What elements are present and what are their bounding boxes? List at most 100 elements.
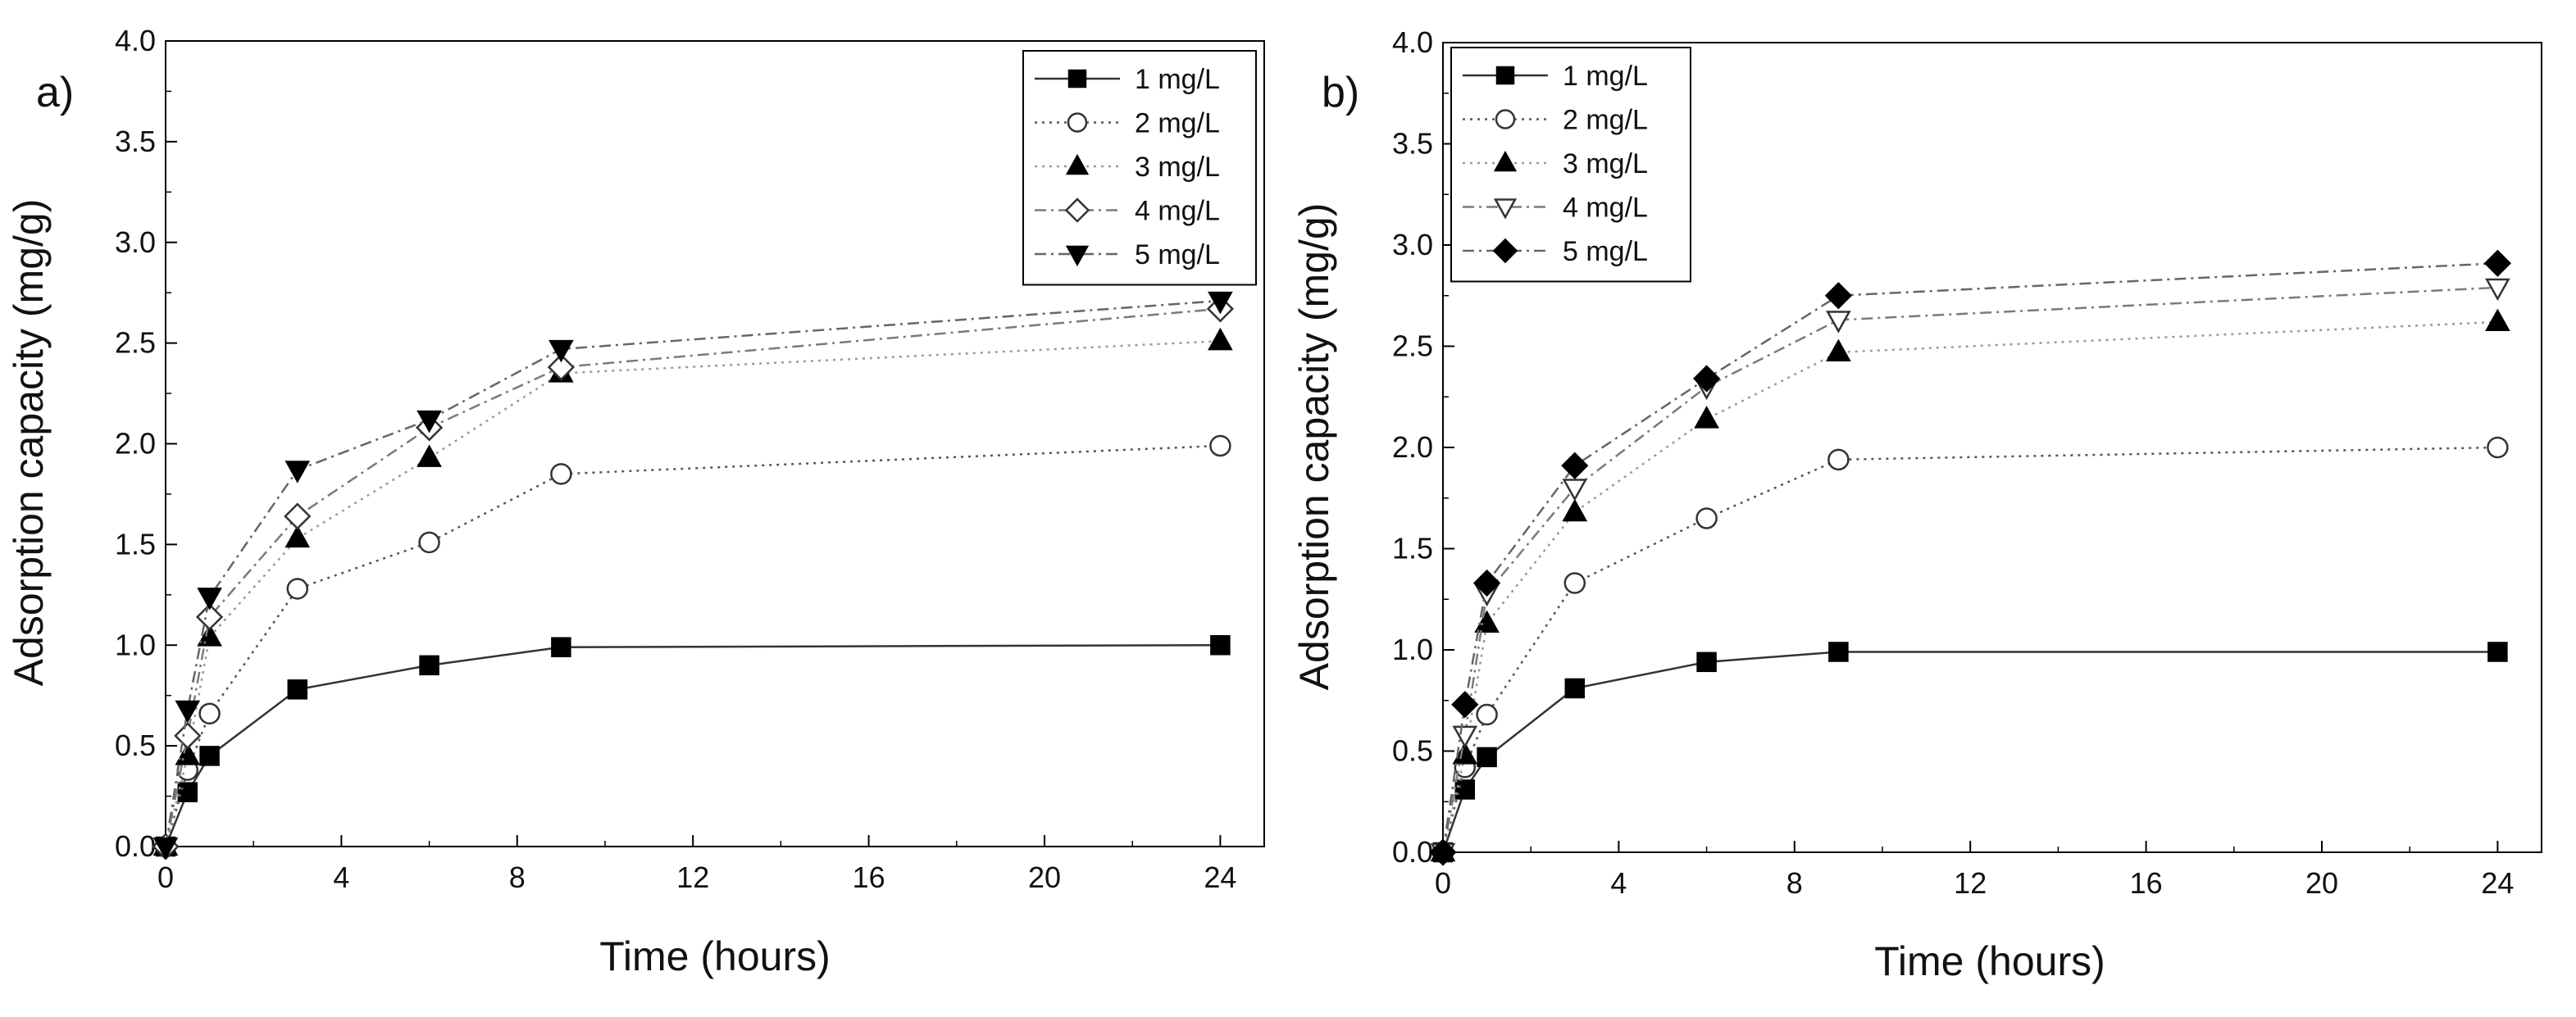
panel-b-series-3-mg-l: [1430, 308, 2510, 862]
panel-a-legend-label: 2 mg/L: [1135, 108, 1220, 139]
panel-b-data-point-5-mg-l: [1561, 452, 1589, 479]
panel-b-legend-item: 2 mg/L: [1463, 105, 1648, 136]
panel-a-legend-item: 2 mg/L: [1035, 108, 1220, 139]
panel-b-data-point-1-mg-l: [2487, 642, 2508, 662]
panel-a-data-point-2-mg-l: [418, 531, 440, 554]
panel-b-x-tick-label: 8: [1786, 866, 1803, 900]
panel-b-data-point-2-mg-l: [1476, 703, 1498, 726]
panel-b-data-point-5-mg-l: [1692, 365, 1721, 393]
panel-a-y-tick-label: 0.5: [115, 729, 156, 762]
panel-a-y-tick-label: 1.0: [115, 628, 156, 661]
panel-b-data-point-3-mg-l: [1694, 406, 1719, 429]
panel-b-legend-marker: [1495, 109, 1516, 129]
panel-a-data-point-1-mg-l: [1210, 635, 1231, 656]
panel-b-data-point-3-mg-l: [1474, 610, 1500, 633]
panel-b-y-tick-label: 0.5: [1392, 734, 1433, 768]
panel-a-series-3-mg-l: [152, 327, 1233, 856]
panel-b-legend-marker: [1493, 198, 1518, 220]
panel-b-series-layer: [1429, 249, 2512, 866]
panel-b-x-axis-title: Time (hours): [1874, 938, 2105, 984]
panel-b-x-tick-label: 24: [2481, 866, 2514, 900]
panel-a-data-point-2-mg-l: [1209, 434, 1231, 457]
panel-b-data-point-3-mg-l: [2485, 308, 2510, 332]
panel-a-x-ticks: 0 4 8 12 16 20 24: [157, 835, 1236, 894]
panel-a-x-tick-label: 0: [157, 860, 174, 894]
panel-b-legend-marker: [1492, 238, 1518, 264]
panel-a-series-layer: [152, 291, 1235, 860]
panel-b-data-point-4-mg-l: [2485, 278, 2510, 302]
panel-b-legend-item: 4 mg/L: [1463, 193, 1648, 224]
panel-b-data-point-5-mg-l: [1429, 838, 1457, 866]
panel-a-series-line-4-mg-l: [164, 307, 1221, 847]
panel-a-legend-label: 4 mg/L: [1135, 196, 1220, 227]
panel-b-data-point-1-mg-l: [1454, 779, 1476, 800]
panel-a-data-point-3-mg-l: [197, 624, 222, 647]
panel-a-data-point-1-mg-l: [177, 782, 198, 802]
panel-b-series-line-3-mg-l: [1441, 320, 2498, 853]
panel-b-label: b): [1322, 69, 1359, 116]
panel-b-data-point-3-mg-l: [1562, 498, 1588, 522]
panel-b-data-point-2-mg-l: [1563, 572, 1586, 594]
panel-b-y-ticks: 0.0 0.5 1.0 1.5 2.0 2.5 3.0 3.5 4.0: [1392, 25, 1454, 869]
panel-a-data-point-1-mg-l: [419, 655, 439, 676]
panel-a-x-tick-label: 20: [1028, 860, 1061, 894]
panel-a-data-point-3-mg-l: [1208, 327, 1233, 351]
panel-a-legend-label: 1 mg/L: [1135, 64, 1220, 95]
panel-b-series-5-mg-l: [1429, 249, 2512, 866]
panel-a-data-point-5-mg-l: [416, 410, 442, 434]
panel-a-series-4-mg-l: [152, 295, 1235, 860]
panel-a-x-tick-label: 16: [853, 860, 885, 894]
panel-b-data-point-1-mg-l: [1477, 747, 1497, 768]
panel-a-data-point-5-mg-l: [284, 461, 311, 484]
panel-b-series-1-mg-l: [1432, 642, 2508, 863]
panel-b-data-point-4-mg-l: [1562, 479, 1588, 502]
panel-b-y-tick-label: 4.0: [1392, 25, 1433, 59]
panel-a-y-axis-title: Adsorption capacity (mg/g): [6, 199, 52, 687]
panel-b-legend: 1 mg/L 2 mg/L 3 mg/L 4 mg/L 5 mg/L: [1450, 47, 1691, 283]
panel-a-data-point-5-mg-l: [197, 588, 222, 611]
panel-a-series-1-mg-l: [155, 635, 1231, 857]
panel-b-series-line-1-mg-l: [1441, 651, 2498, 853]
panel-b-series-2-mg-l: [1431, 436, 2509, 864]
panel-b-legend-label: 4 mg/L: [1563, 193, 1648, 224]
panel-a-legend-marker: [1067, 112, 1088, 133]
panel-b-data-point-5-mg-l: [1824, 282, 1853, 310]
panel-b-data-point-1-mg-l: [1828, 642, 1849, 662]
panel-b-legend-marker: [1493, 150, 1518, 172]
panel-a-data-point-5-mg-l: [548, 339, 574, 363]
panel-b: b) Adsorption capacity (mg/g) Time (hour…: [1291, 25, 2542, 984]
panel-a-series-2-mg-l: [154, 434, 1231, 858]
panel-b-data-point-4-mg-l: [1826, 311, 1851, 334]
panel-a-y-tick-label: 4.0: [115, 24, 156, 57]
panel-b-x-ticks: 0 4 8 12 16 20 24: [1435, 841, 2514, 900]
panel-a-y-tick-label: 2.0: [115, 427, 156, 461]
panel-a-y-tick-label: 3.5: [115, 125, 156, 158]
panel-b-y-axis-title: Adsorption capacity (mg/g): [1291, 203, 1337, 691]
panel-b-y-tick-label: 0.0: [1392, 835, 1433, 869]
panel-a-legend-marker: [1067, 69, 1087, 89]
panel-b-data-point-5-mg-l: [1451, 691, 1479, 719]
panel-b-data-point-5-mg-l: [1472, 569, 1501, 597]
panel-a-legend-item: 4 mg/L: [1035, 196, 1220, 227]
panel-a-legend-item: 3 mg/L: [1035, 152, 1220, 183]
panel-a-y-tick-label: 1.5: [115, 527, 156, 561]
panel-b-legend-marker: [1495, 66, 1515, 85]
panel-a-legend-marker: [1065, 153, 1090, 175]
panel-b-y-tick-label: 1.5: [1392, 532, 1433, 565]
panel-a-legend-item: 5 mg/L: [1035, 239, 1220, 270]
panel-b-x-tick-label: 16: [2130, 866, 2163, 900]
panel-a-x-axis-title: Time (hours): [599, 933, 831, 979]
panel-b-legend-item: 5 mg/L: [1463, 236, 1648, 267]
panel-b-y-tick-label: 1.0: [1392, 633, 1433, 666]
panel-b-series-line-2-mg-l: [1441, 446, 2498, 853]
panel-a-y-ticks: 0.0 0.5 1.0 1.5 2.0 2.5 3.0 3.5 4.0: [115, 24, 177, 863]
panel-a-y-tick-label: 3.0: [115, 225, 156, 259]
panel-b-legend-item: 1 mg/L: [1463, 61, 1648, 92]
panel-a-data-point-1-mg-l: [551, 637, 571, 657]
panel-a-legend-marker: [1065, 245, 1090, 267]
panel-a-data-point-1-mg-l: [199, 746, 220, 766]
panel-a-data-point-2-mg-l: [550, 463, 572, 485]
panel-a-data-point-2-mg-l: [286, 578, 309, 600]
panel-b-data-point-5-mg-l: [2483, 249, 2512, 277]
